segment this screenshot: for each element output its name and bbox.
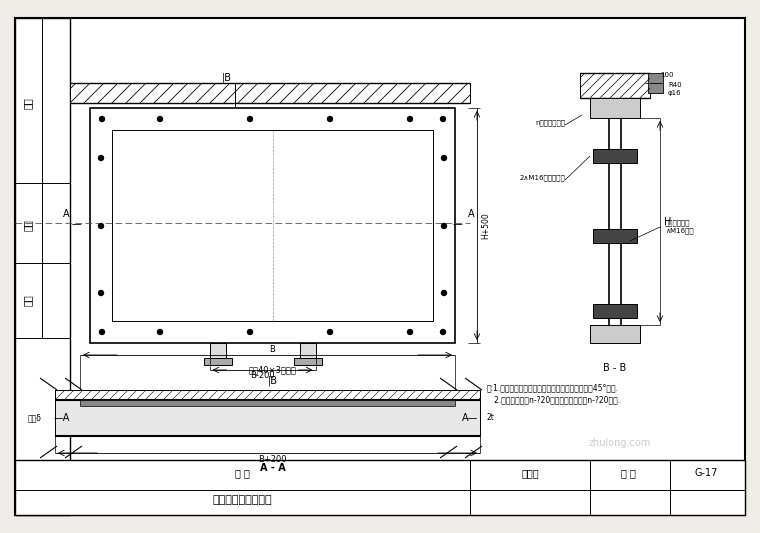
Text: 制图: 制图 xyxy=(23,294,33,306)
Text: 2t: 2t xyxy=(486,414,494,423)
Text: 截面40×3封胶块: 截面40×3封胶块 xyxy=(249,366,296,375)
Bar xyxy=(112,130,433,321)
Text: —A: —A xyxy=(54,413,70,423)
Circle shape xyxy=(441,117,445,122)
Text: zhulong.com: zhulong.com xyxy=(589,438,651,448)
Text: —: — xyxy=(452,219,462,229)
Circle shape xyxy=(100,329,104,335)
Bar xyxy=(648,73,663,93)
Text: 安装封板先拧: 安装封板先拧 xyxy=(665,220,691,227)
Circle shape xyxy=(407,329,413,335)
Text: |B: |B xyxy=(268,376,277,386)
Circle shape xyxy=(100,117,104,122)
Circle shape xyxy=(99,156,103,160)
Text: B - B: B - B xyxy=(603,363,627,373)
Text: G-17: G-17 xyxy=(695,468,717,478)
Text: n个圆地境螺号: n个圆地境螺号 xyxy=(535,120,565,126)
Text: B: B xyxy=(270,344,275,353)
Bar xyxy=(90,108,455,343)
Bar xyxy=(590,98,640,118)
Circle shape xyxy=(407,117,413,122)
Circle shape xyxy=(328,329,333,335)
Text: H: H xyxy=(664,217,672,227)
Bar xyxy=(590,325,640,343)
Bar xyxy=(299,343,315,358)
Circle shape xyxy=(248,329,252,335)
Text: 注:1.橡胶垫与封堰板四周接触，橡胶垫接头处采用45°拼接.: 注:1.橡胶垫与封堰板四周接触，橡胶垫接头处采用45°拼接. xyxy=(487,384,619,392)
Circle shape xyxy=(328,117,333,122)
Text: 2∧M16图刷螺栋号: 2∧M16图刷螺栋号 xyxy=(519,175,565,181)
Text: 层厚δ: 层厚δ xyxy=(28,414,42,423)
Bar xyxy=(55,390,480,400)
Text: |B: |B xyxy=(222,72,232,83)
Circle shape xyxy=(157,117,163,122)
Text: 页 次: 页 次 xyxy=(621,468,635,478)
Bar xyxy=(70,83,470,103)
Text: φ16: φ16 xyxy=(668,90,682,96)
Text: A: A xyxy=(468,209,475,219)
Circle shape xyxy=(99,223,103,229)
Text: 风口防护密闭封堵板: 风口防护密闭封堵板 xyxy=(212,495,272,505)
Text: ∧M16螺母: ∧M16螺母 xyxy=(665,228,694,235)
Text: B-200: B-200 xyxy=(250,370,274,379)
Text: —: — xyxy=(72,219,82,229)
Bar xyxy=(293,358,321,365)
Bar xyxy=(593,229,637,243)
Text: H+500: H+500 xyxy=(482,213,490,239)
Bar xyxy=(210,343,226,358)
Text: B+200: B+200 xyxy=(258,456,287,464)
Text: 设计: 设计 xyxy=(23,219,33,231)
Text: 2.封堰板上的孔n-?20应与且板上的螺孔n-?20匹配.: 2.封堰板上的孔n-?20应与且板上的螺孔n-?20匹配. xyxy=(487,395,620,405)
Text: 图 名: 图 名 xyxy=(235,468,249,478)
Bar xyxy=(55,390,480,400)
Text: A: A xyxy=(63,209,70,219)
Text: R40: R40 xyxy=(668,82,682,88)
Text: 100: 100 xyxy=(660,72,673,78)
Text: 图集号: 图集号 xyxy=(521,468,539,478)
Text: 核对: 核对 xyxy=(23,97,33,109)
Circle shape xyxy=(248,117,252,122)
Circle shape xyxy=(442,156,447,160)
Circle shape xyxy=(441,329,445,335)
Text: A - A: A - A xyxy=(260,463,285,473)
Circle shape xyxy=(157,329,163,335)
Bar xyxy=(55,400,480,436)
Bar xyxy=(204,358,232,365)
Circle shape xyxy=(442,290,447,295)
Bar xyxy=(580,73,650,98)
Bar xyxy=(593,304,637,318)
Bar xyxy=(80,400,455,406)
Bar xyxy=(593,149,637,163)
Text: A—: A— xyxy=(462,413,478,423)
Bar xyxy=(15,18,70,515)
Circle shape xyxy=(442,223,447,229)
Circle shape xyxy=(99,290,103,295)
Bar xyxy=(15,460,745,515)
